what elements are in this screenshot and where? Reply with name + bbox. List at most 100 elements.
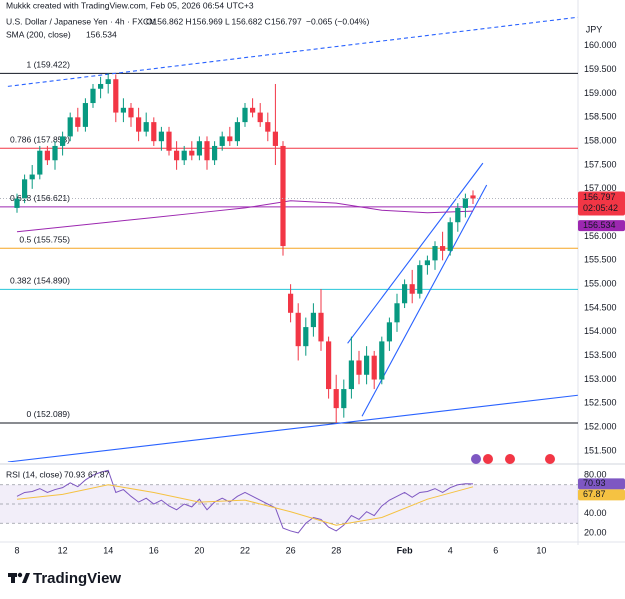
x-tick-label: 14	[103, 545, 113, 555]
quote-value: 156.682	[232, 16, 263, 26]
candle-body	[227, 136, 233, 142]
y-tick-label: 159.500	[584, 64, 617, 74]
event-icons	[471, 454, 555, 464]
y-tick-label: 152.500	[584, 398, 617, 408]
candle-body	[295, 312, 301, 347]
candle-body	[288, 293, 294, 313]
candle-body	[90, 88, 96, 104]
logo-text: TradingView	[33, 570, 121, 587]
candle-body	[424, 260, 430, 266]
fib-label: 0.618 (156.621)	[10, 193, 70, 203]
rsi-tag	[578, 478, 625, 490]
candle-body	[98, 83, 104, 89]
price-tag-label: 156.797	[583, 192, 616, 202]
event-icon	[483, 454, 493, 464]
candle-body	[196, 141, 202, 156]
x-tick-label: 6	[493, 545, 498, 555]
x-tick-label: Feb	[397, 545, 414, 555]
y-tick-label: 153.000	[584, 374, 617, 384]
sma-legend-value: 156.534	[86, 29, 117, 39]
candle-body	[341, 389, 347, 409]
rsi-legend-name: RSI (14, close)	[6, 469, 62, 479]
candle-body	[356, 360, 362, 375]
rsi-ma-legend-value: 67.87	[88, 469, 110, 479]
candle-body	[333, 389, 339, 409]
candle-body	[470, 195, 476, 199]
rsi-tag-label: 70.93	[583, 478, 606, 488]
quote-key: O	[146, 16, 153, 26]
y-tick-label: 155.000	[584, 279, 617, 289]
sma-legend-name: SMA (200, close)	[6, 29, 71, 39]
rsi-tick-label: 40.00	[584, 508, 607, 518]
candle-body	[462, 198, 468, 208]
candle-body	[120, 107, 126, 113]
x-tick-label: 20	[194, 545, 204, 555]
y-tick-label: 158.500	[584, 112, 617, 122]
candle-body	[250, 107, 256, 113]
candle-body	[409, 284, 415, 294]
event-icon	[471, 454, 481, 464]
candle-body	[348, 360, 354, 390]
candle-body	[105, 79, 111, 84]
candle-body	[219, 136, 225, 146]
candle-body	[432, 246, 438, 261]
candle-body	[394, 303, 400, 323]
rsi-line	[16, 469, 474, 534]
event-icon	[545, 454, 555, 464]
candle-body	[303, 327, 309, 347]
logo-shape	[11, 573, 15, 583]
candle-body	[417, 265, 423, 294]
candle-body	[113, 79, 119, 113]
candle-body	[364, 355, 370, 375]
candle-body	[143, 122, 149, 132]
y-tick-label: 159.000	[584, 88, 617, 98]
candle-body	[212, 145, 218, 161]
fib-label: 0.5 (155.755)	[19, 234, 70, 244]
y-tick-label: 158.000	[584, 136, 617, 146]
candle-body	[242, 107, 248, 123]
candle-body	[29, 174, 35, 180]
candle-body	[272, 131, 278, 146]
y-tick-label: 154.000	[584, 326, 617, 336]
countdown-label: 02:05:42	[583, 203, 618, 213]
quote-change: −0.065 (−0.04%)	[306, 16, 369, 26]
candle-body	[174, 150, 180, 161]
candle-body	[82, 103, 88, 127]
candle-body	[128, 107, 134, 118]
trendline	[7, 16, 578, 87]
price-tag	[578, 191, 625, 216]
candle-body	[280, 145, 286, 247]
candle-body	[326, 341, 332, 390]
candle-body	[181, 150, 187, 161]
logo-shape	[22, 573, 30, 583]
rsi-ma-tag-label: 67.87	[583, 489, 606, 499]
candle-body	[310, 312, 316, 328]
y-tick-label: 160.000	[584, 40, 617, 50]
y-tick-label: 152.000	[584, 422, 617, 432]
candle-body	[166, 131, 172, 151]
y-tick-label: 154.500	[584, 302, 617, 312]
candle-body	[52, 145, 58, 161]
y-tick-label: 153.500	[584, 350, 617, 360]
x-tick-label: 4	[448, 545, 453, 555]
candle-body	[379, 341, 385, 380]
candle-body	[37, 150, 43, 175]
candle-body	[151, 122, 157, 142]
candle-body	[371, 355, 377, 380]
candle-body	[158, 131, 164, 142]
rsi-tick-label: 20.00	[584, 527, 607, 537]
x-tick-label: 12	[58, 545, 68, 555]
quote-value: 156.862	[153, 16, 184, 26]
quote-value: 156.969	[192, 16, 223, 26]
candle-body	[257, 112, 263, 123]
candle-body	[136, 117, 142, 132]
logo-shape	[17, 572, 23, 578]
x-tick-label: 28	[331, 545, 341, 555]
sma-tag-label: 156.534	[583, 220, 616, 230]
price-pane: 1 (159.422) 0.786 (157.853) 0.618 (156.621…	[0, 16, 578, 462]
quote-key: H	[186, 16, 192, 26]
y-tick-label: 155.500	[584, 255, 617, 265]
y-tick-label: 156.000	[584, 231, 617, 241]
